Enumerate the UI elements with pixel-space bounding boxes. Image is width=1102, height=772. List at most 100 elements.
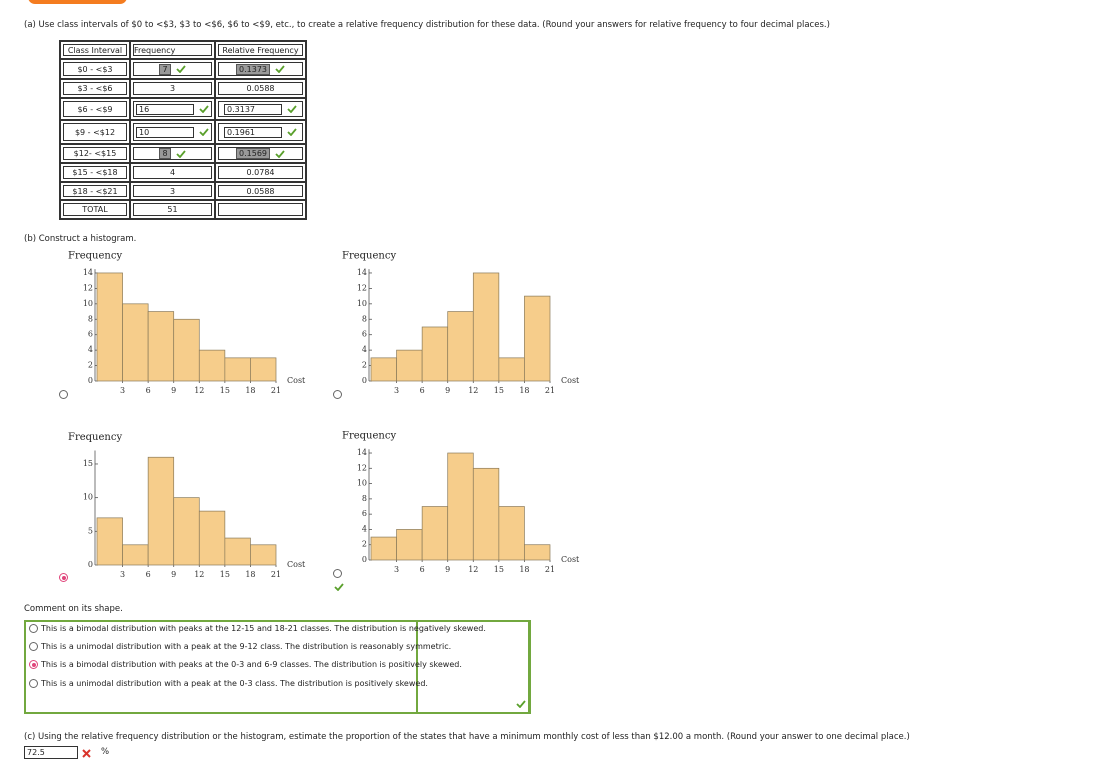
option-radio[interactable]	[29, 642, 38, 651]
bar	[396, 349, 423, 382]
bar	[198, 510, 226, 566]
option-radio-selected[interactable]	[59, 573, 68, 582]
option-text: This is a bimodal distribution with peak…	[41, 624, 486, 633]
option-radio[interactable]	[59, 390, 68, 399]
y-tick-label: 10	[357, 299, 367, 308]
cell	[214, 199, 307, 220]
y-tick-label: 5	[88, 526, 93, 535]
cell: $15 - <$18	[59, 162, 131, 183]
bar	[370, 536, 397, 561]
y-tick-label: 12	[357, 283, 367, 292]
bar	[421, 326, 449, 382]
bar	[122, 303, 149, 382]
y-tick-label: 8	[362, 314, 367, 323]
option-radio-selected[interactable]	[29, 660, 38, 669]
x-axis-label: Cost	[561, 555, 580, 564]
y-tick-label: 10	[357, 479, 367, 488]
answer-box[interactable]: 7	[159, 63, 171, 75]
answer-input[interactable]: 16	[136, 103, 194, 115]
wrong-mark	[82, 749, 91, 758]
y-tick-label: 6	[362, 330, 367, 339]
y-tick-label: 4	[88, 345, 93, 354]
x-tick-label: 3	[120, 386, 125, 395]
cell: 3	[129, 181, 216, 201]
x-tick-label: 3	[394, 565, 399, 574]
y-tick-label: 15	[83, 459, 93, 468]
header: Frequency	[129, 40, 216, 60]
cell: $6 - <$9	[59, 97, 131, 121]
answer-input[interactable]: 0.1961	[224, 126, 282, 138]
header: Relative Frequency	[214, 40, 307, 60]
y-axis-label: Frequency	[342, 251, 396, 262]
option-radio[interactable]	[333, 569, 342, 578]
option-radio[interactable]	[333, 390, 342, 399]
bar	[147, 456, 175, 566]
bar	[173, 497, 200, 566]
part-b-prompt: (b) Construct a histogram.	[24, 234, 137, 244]
answer-input[interactable]: 72.5	[24, 746, 78, 759]
bar	[224, 537, 251, 566]
y-axis-label: Frequency	[68, 432, 122, 443]
y-tick-label: 6	[362, 509, 367, 518]
x-tick-label: 9	[445, 565, 450, 574]
bar	[524, 295, 551, 382]
x-tick-label: 3	[394, 386, 399, 395]
y-tick-label: 0	[88, 376, 93, 385]
part-a-prompt: (a) Use class intervals of $0 to <$3, $3…	[24, 20, 830, 30]
header: Class Interval	[59, 40, 131, 60]
y-tick-label: 2	[88, 361, 93, 370]
y-tick-label: 6	[88, 330, 93, 339]
y-tick-label: 0	[362, 555, 367, 564]
cell: 4	[129, 162, 216, 183]
bar	[250, 357, 277, 382]
cell: 3	[129, 78, 216, 99]
y-tick-label: 0	[362, 376, 367, 385]
bar	[498, 357, 525, 382]
y-tick-label: 10	[83, 493, 93, 502]
cell: 10	[129, 119, 216, 145]
x-tick-label: 9	[171, 386, 176, 395]
check-mark	[287, 128, 297, 136]
cell: 8	[129, 143, 216, 164]
bar	[96, 517, 123, 566]
option-radio[interactable]	[29, 679, 38, 688]
answer-box[interactable]: 0.1569	[236, 148, 270, 159]
x-tick-label: 15	[494, 565, 504, 574]
x-tick-label: 21	[271, 386, 281, 395]
cell: 0.1373	[214, 58, 307, 80]
y-tick-label: 2	[362, 361, 367, 370]
x-tick-label: 9	[171, 570, 176, 579]
y-tick-label: 8	[362, 494, 367, 503]
y-tick-label: 14	[357, 268, 367, 277]
x-tick-label: 15	[220, 570, 230, 579]
check-mark	[334, 583, 344, 591]
y-tick-label: 4	[362, 524, 367, 533]
cell: $18 - <$21	[59, 181, 131, 201]
bar	[198, 349, 226, 382]
y-tick-label: 8	[88, 314, 93, 323]
check-mark	[275, 65, 285, 73]
x-tick-label: 12	[194, 570, 204, 579]
option-radio[interactable]	[29, 624, 38, 633]
bar	[421, 506, 449, 561]
x-axis-label: Cost	[561, 376, 580, 385]
answer-input[interactable]: 10	[136, 126, 194, 138]
comment-prompt: Comment on its shape.	[24, 604, 123, 614]
x-axis-label: Cost	[287, 560, 306, 569]
comment-box	[24, 620, 531, 714]
cell: $12- <$15	[59, 143, 131, 164]
check-mark	[199, 128, 209, 136]
y-tick-label: 10	[83, 299, 93, 308]
x-tick-label: 6	[420, 565, 425, 574]
x-tick-label: 18	[245, 570, 255, 579]
bar	[173, 318, 200, 382]
answer-box[interactable]: 8	[159, 148, 171, 159]
answer-box[interactable]: 0.1373	[236, 63, 270, 75]
submit-button[interactable]	[28, 0, 127, 4]
bar	[472, 272, 500, 382]
x-tick-label: 18	[245, 386, 255, 395]
answer-input[interactable]: 0.3137	[224, 103, 282, 115]
x-tick-label: 3	[120, 570, 125, 579]
y-tick-label: 12	[357, 463, 367, 472]
y-axis-label: Frequency	[342, 431, 396, 442]
